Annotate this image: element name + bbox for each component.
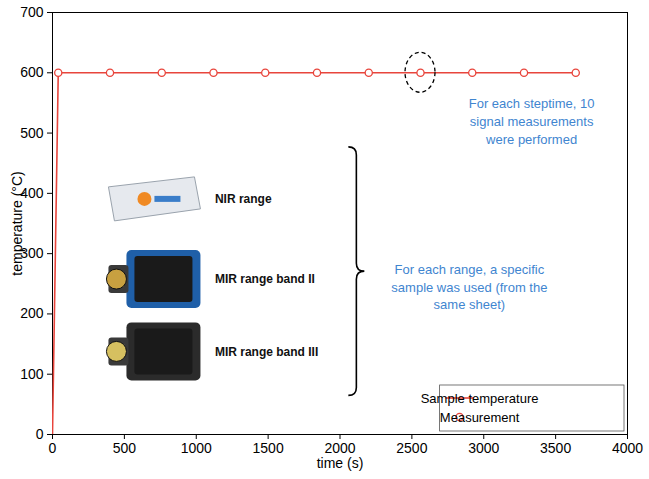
svg-text:3500: 3500 [540, 440, 571, 456]
svg-text:4000: 4000 [612, 440, 643, 456]
svg-text:1500: 1500 [253, 440, 284, 456]
svg-text:Measurement: Measurement [440, 410, 520, 425]
svg-text:300: 300 [20, 245, 44, 262]
svg-text:1000: 1000 [181, 440, 212, 456]
svg-text:400: 400 [20, 184, 44, 201]
svg-text:Sample temperature: Sample temperature [421, 391, 539, 406]
svg-text:100: 100 [20, 366, 44, 382]
svg-text:2000: 2000 [324, 440, 356, 457]
svg-text:For each range, a specificsamp: For each range, a specificsample was use… [391, 262, 547, 312]
svg-text:200: 200 [20, 305, 44, 321]
svg-text:temperature (°C): temperature (°C) [9, 171, 25, 275]
svg-text:MIR range band III: MIR range band III [215, 345, 318, 359]
svg-text:For each steptime, 10signal me: For each steptime, 10signal measurements… [469, 96, 595, 146]
svg-text:500: 500 [113, 440, 137, 456]
svg-text:NIR range: NIR range [215, 192, 272, 206]
svg-text:3000: 3000 [468, 440, 499, 456]
svg-text:time (s): time (s) [317, 455, 364, 471]
svg-text:0: 0 [49, 440, 57, 456]
svg-text:MIR range band II: MIR range band II [215, 272, 315, 286]
svg-text:0: 0 [36, 426, 44, 442]
svg-text:2500: 2500 [396, 440, 427, 456]
svg-text:700: 700 [20, 4, 44, 20]
svg-text:600: 600 [20, 64, 44, 80]
svg-text:500: 500 [20, 125, 44, 141]
